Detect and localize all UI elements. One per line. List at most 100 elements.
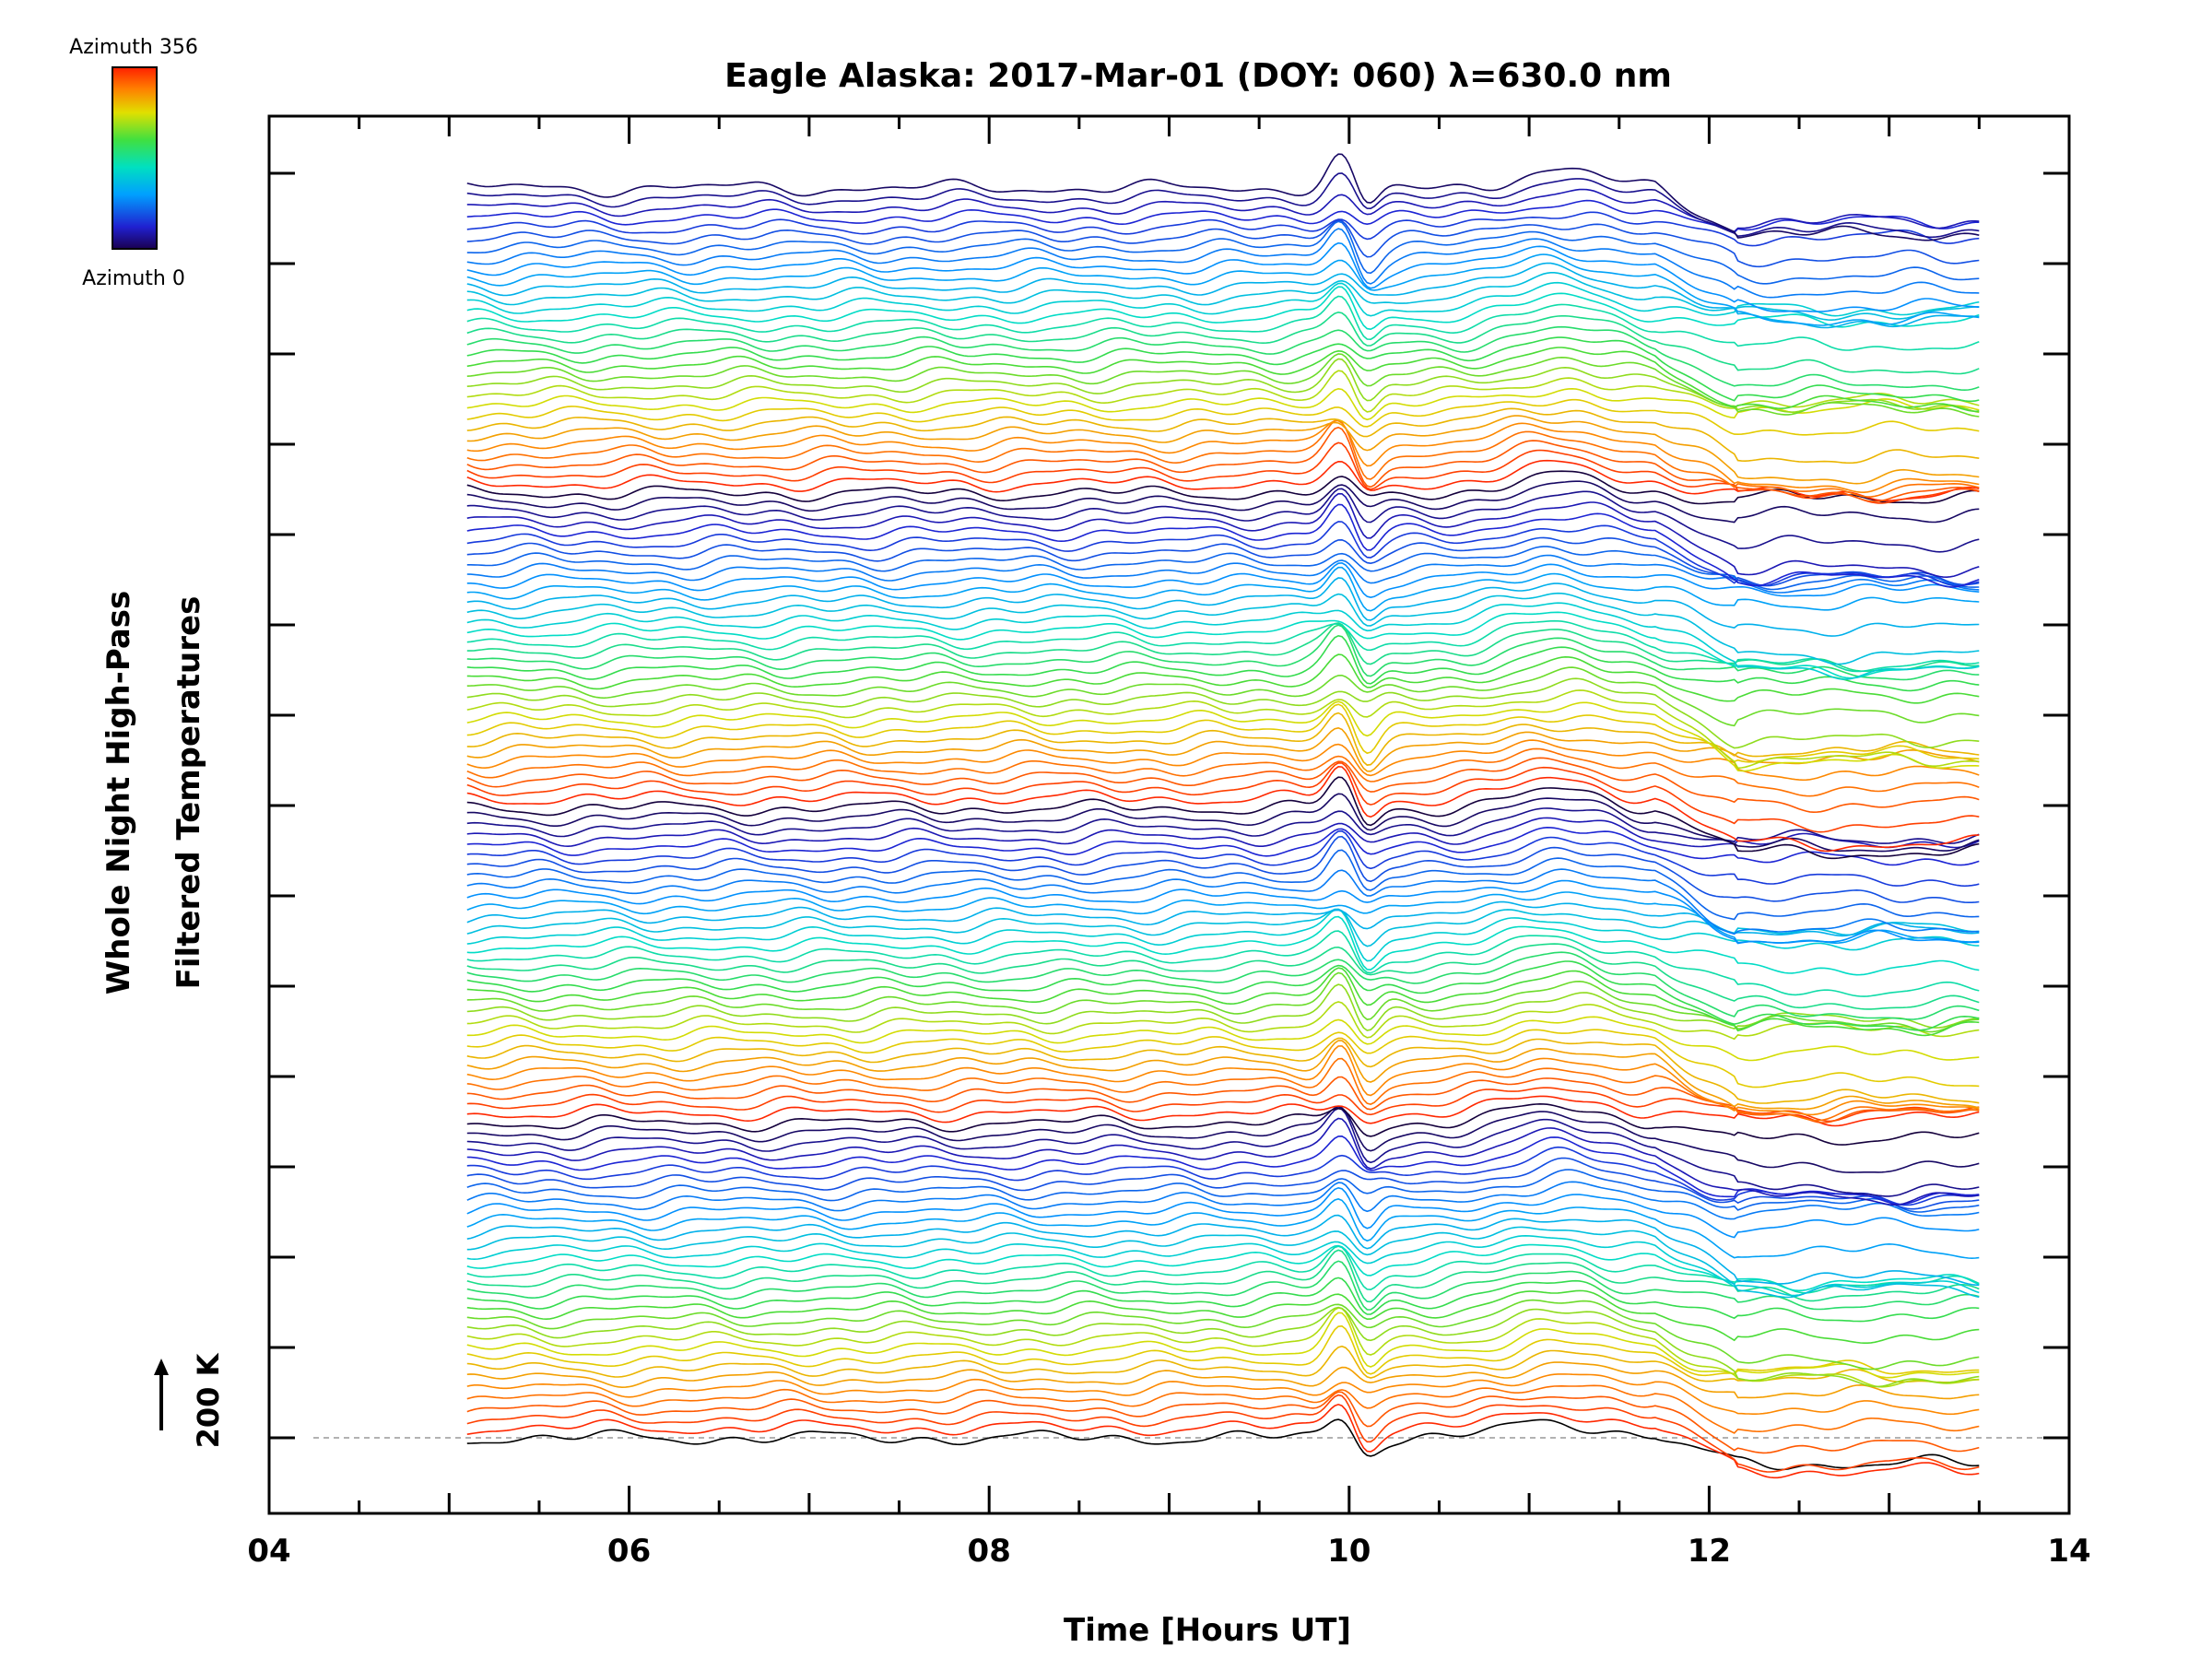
series-line <box>466 566 1980 612</box>
series-line <box>466 900 1980 937</box>
x-tick-label: 10 <box>1327 1533 1371 1570</box>
series-line <box>466 868 1980 935</box>
series-line <box>466 561 1980 599</box>
series-line <box>466 311 1980 375</box>
series-line <box>466 712 1980 766</box>
series-line <box>466 757 1980 814</box>
series-line <box>466 1157 1980 1210</box>
series-line <box>466 211 1980 247</box>
series-line <box>466 1198 1980 1260</box>
series-line <box>466 272 1980 322</box>
y-axis <box>269 171 2069 1440</box>
series-line <box>466 1260 1980 1311</box>
series-line <box>466 1249 1980 1303</box>
series-line <box>466 153 1980 241</box>
series-line <box>466 325 1980 392</box>
series-line <box>466 1299 1980 1371</box>
chart-title: Eagle Alaska: 2017-Mar-01 (DOY: 060) λ=6… <box>724 57 1672 95</box>
scale-arrow-head <box>154 1359 169 1375</box>
series-line <box>466 370 1980 413</box>
series-line <box>466 521 1980 587</box>
series-line <box>466 419 1980 498</box>
series-line <box>466 1234 1980 1297</box>
series-line <box>466 1243 1980 1292</box>
series-line <box>466 295 1980 351</box>
series-line <box>466 470 1980 505</box>
series-line <box>466 1037 1980 1104</box>
series-line <box>466 817 1980 849</box>
series-line <box>466 602 1980 680</box>
series-line <box>466 761 1980 833</box>
series-line <box>466 336 1980 403</box>
scale-indicator: 200 K <box>154 1352 226 1448</box>
series-line <box>466 398 1980 436</box>
series-line <box>466 1181 1980 1220</box>
series-line <box>466 689 1980 770</box>
series-line <box>466 1106 1980 1173</box>
series-line <box>466 1384 1980 1434</box>
series-line <box>466 1016 1980 1062</box>
series-line <box>466 1029 1980 1088</box>
series-line <box>466 943 1980 1010</box>
series-line <box>466 1095 1980 1127</box>
series-line <box>466 172 1980 239</box>
series-line <box>466 1045 1980 1116</box>
series-line <box>466 826 1980 866</box>
series-line <box>466 747 1980 797</box>
series-line <box>466 849 1980 921</box>
colorbar-bottom-label: Azimuth 0 <box>82 267 185 290</box>
series-line <box>466 1087 1980 1123</box>
series-line <box>466 1403 1980 1479</box>
series-line <box>466 634 1980 692</box>
x-tick-labels: 04 06 08 10 12 14 <box>247 1533 2090 1570</box>
series-line <box>466 286 1980 331</box>
series-line <box>466 262 1980 329</box>
x-tick-label: 12 <box>1688 1533 1731 1570</box>
series-line <box>466 1306 1980 1388</box>
x-tick-label: 08 <box>968 1533 1011 1570</box>
series-line <box>466 220 1980 285</box>
series-line <box>466 879 1980 945</box>
series-line <box>466 776 1980 860</box>
series-line <box>466 480 1980 524</box>
series-line <box>466 1307 1980 1388</box>
series-line <box>466 1186 1980 1239</box>
series-line <box>466 653 1980 704</box>
series-line <box>466 1324 1980 1377</box>
y-axis-title-line-1: Whole Night High-Pass <box>100 591 137 995</box>
series-line <box>466 967 1980 1037</box>
series-line <box>466 677 1980 749</box>
series-line <box>466 700 1980 772</box>
series-line <box>466 765 1980 853</box>
series-line <box>466 441 1980 504</box>
series-line <box>466 1345 1980 1383</box>
series-line <box>466 908 1980 962</box>
series-line <box>466 1312 1980 1379</box>
series-line <box>466 1373 1980 1416</box>
colorbar: Azimuth 356 Azimuth 0 <box>69 36 198 290</box>
series-line <box>466 1214 1980 1287</box>
series-line <box>466 353 1980 418</box>
series-line <box>466 459 1980 501</box>
y-axis-title-line-2: Filtered Temperatures <box>171 596 207 990</box>
series-line <box>466 1277 1980 1323</box>
x-axis <box>267 116 2071 1513</box>
series-line <box>466 611 1980 679</box>
series-line <box>466 577 1980 637</box>
series-line <box>466 1169 1980 1213</box>
scale-label: 200 K <box>191 1352 226 1448</box>
series-line <box>466 951 1980 1020</box>
series-line <box>466 387 1980 421</box>
x-axis-title: Time [Hours UT] <box>1064 1612 1351 1649</box>
series-line <box>466 1001 1980 1041</box>
series-line <box>466 1391 1980 1454</box>
series-line <box>466 830 1980 888</box>
series-line <box>466 960 1980 1031</box>
series-line <box>466 891 1980 945</box>
series-line <box>466 253 1980 326</box>
series-line <box>466 835 1980 903</box>
series-line <box>466 1102 1980 1146</box>
series-line <box>466 1076 1980 1124</box>
series-line <box>466 1418 1980 1471</box>
